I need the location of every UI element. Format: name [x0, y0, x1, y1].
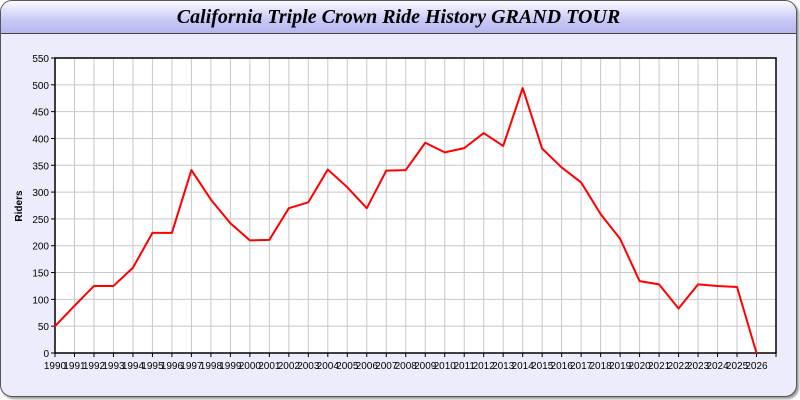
x-tick-label: 2026 [745, 361, 768, 372]
data-point [171, 232, 173, 234]
x-tick-label: 2021 [648, 361, 671, 372]
data-point [424, 141, 427, 144]
x-tick-label: 2000 [239, 361, 262, 372]
x-tick-label: 2016 [551, 361, 574, 372]
data-point [560, 166, 563, 169]
data-point [132, 266, 134, 269]
x-tick-label: 2006 [356, 361, 379, 372]
x-tick-label: 1991 [63, 361, 86, 372]
x-tick-label: 2022 [667, 361, 690, 372]
x-tick-label: 1993 [102, 361, 125, 372]
y-tick-label: 450 [32, 108, 49, 119]
x-tick-label: 1990 [44, 361, 67, 372]
data-point [73, 305, 76, 307]
x-tick-label: 2019 [609, 361, 632, 372]
x-tick-label: 2014 [512, 361, 535, 372]
x-tick-label: 2003 [297, 361, 320, 372]
data-point [93, 285, 95, 287]
y-axis-label: Riders [14, 190, 25, 222]
x-tick-label: 1992 [83, 361, 106, 372]
title-bar: California Triple Crown Ride History GRA… [1, 1, 796, 34]
data-point [249, 239, 251, 242]
x-tick-label: 2024 [706, 361, 729, 372]
data-point [716, 285, 719, 287]
data-point [463, 147, 466, 149]
x-tick-label: 2015 [531, 361, 554, 372]
x-tick-label: 2007 [375, 361, 398, 372]
data-point [482, 132, 485, 134]
series [54, 87, 758, 354]
data-point [151, 232, 154, 234]
x-tick-label: 2017 [570, 361, 593, 372]
data-point [541, 147, 543, 150]
data-point [54, 325, 56, 327]
x-tick-label: 1998 [200, 361, 223, 372]
axes: 0501001502002503003504004505005501990199… [32, 54, 777, 372]
x-tick-label: 2011 [453, 361, 475, 372]
data-point [112, 285, 115, 287]
x-tick-label: 2013 [492, 361, 515, 372]
data-point [385, 169, 388, 172]
data-point [307, 201, 310, 204]
x-tick-label: 1995 [141, 361, 164, 372]
data-point [190, 169, 193, 171]
y-tick-label: 200 [32, 242, 49, 253]
data-point [346, 186, 349, 189]
y-tick-label: 250 [32, 215, 49, 226]
data-point [638, 280, 641, 282]
x-tick-label: 1997 [180, 361, 203, 372]
x-tick-label: 2004 [317, 361, 340, 372]
y-tick-label: 50 [38, 322, 50, 333]
data-point [599, 213, 602, 215]
chart-title: California Triple Crown Ride History GRA… [176, 6, 621, 28]
y-tick-label: 550 [32, 54, 49, 65]
data-point [619, 237, 621, 240]
x-tick-label: 2005 [336, 361, 359, 372]
data-point [697, 283, 699, 286]
x-tick-label: 2008 [395, 361, 418, 372]
data-point [443, 151, 446, 154]
x-tick-label: 2020 [628, 361, 651, 372]
x-tick-label: 2025 [726, 361, 749, 372]
data-point [365, 207, 368, 209]
x-tick-label: 1994 [122, 361, 145, 372]
data-point [404, 169, 407, 171]
data-point [229, 222, 232, 224]
data-point [327, 168, 329, 171]
y-tick-label: 400 [32, 134, 49, 145]
x-tick-label: 2002 [278, 361, 301, 372]
data-point [502, 145, 504, 147]
y-tick-label: 350 [32, 161, 49, 172]
data-point [677, 307, 680, 310]
x-tick-label: 2001 [258, 361, 281, 372]
data-point [288, 207, 290, 209]
x-tick-label: 2009 [414, 361, 437, 372]
data-point [521, 87, 524, 89]
data-point [736, 286, 738, 288]
data-point [658, 283, 660, 286]
x-tick-label: 2012 [473, 361, 496, 372]
x-tick-label: 1996 [161, 361, 184, 372]
y-tick-label: 150 [32, 269, 49, 280]
y-tick-label: 300 [32, 188, 49, 199]
plot-area [55, 58, 776, 353]
data-point [580, 181, 582, 184]
data-point [268, 239, 271, 241]
data-point [755, 352, 758, 354]
data-point [210, 198, 212, 201]
x-tick-label: 2023 [687, 361, 710, 372]
y-tick-label: 100 [32, 295, 49, 306]
x-tick-label: 1999 [219, 361, 242, 372]
x-tick-label: 2010 [434, 361, 457, 372]
y-tick-label: 500 [32, 81, 49, 92]
x-tick-label: 2018 [589, 361, 612, 372]
y-tick-label: 0 [43, 349, 49, 360]
plot-border [54, 57, 777, 354]
